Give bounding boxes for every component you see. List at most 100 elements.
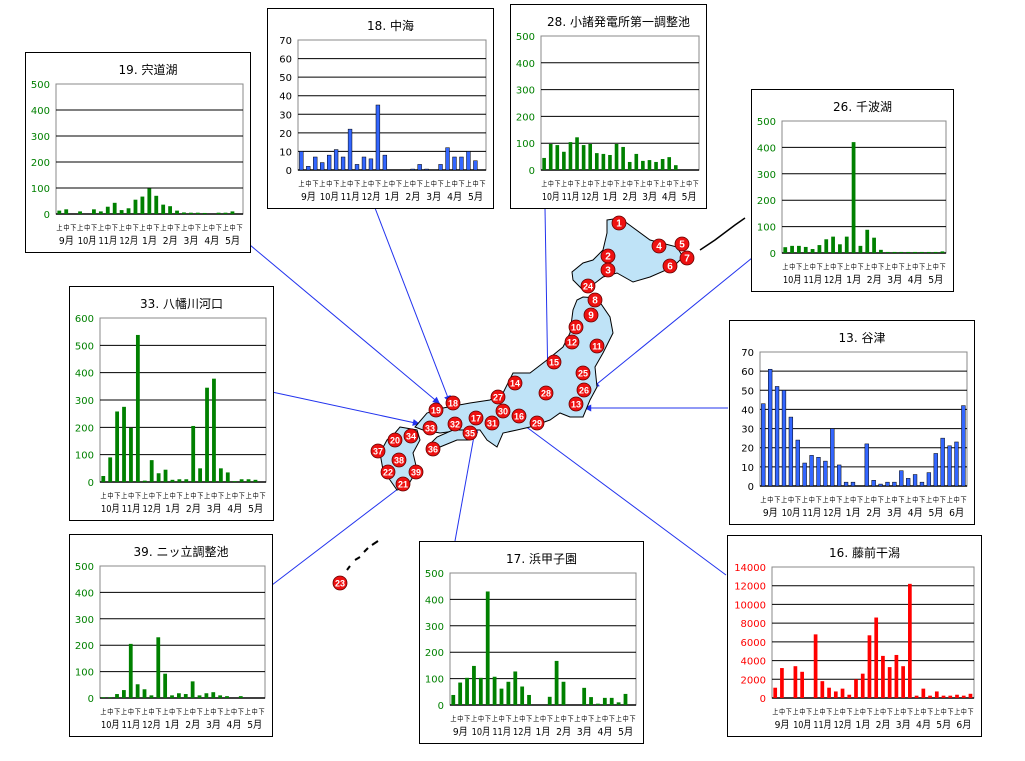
dekad-label: 上: [864, 495, 870, 504]
bar: [773, 687, 778, 698]
month-label: 10月: [472, 726, 491, 738]
site-marker: 8: [587, 292, 603, 308]
dekad-label: 下: [153, 224, 159, 232]
marker-label: 30: [498, 407, 508, 417]
dekad-label: 中: [961, 707, 967, 716]
bar: [667, 157, 672, 170]
y-tick-label: 600: [75, 314, 94, 325]
chart-svg: 17. 浜甲子園0100200300400500上中下上中下上中下上中下上中下上…: [425, 552, 637, 738]
dekad-label: 中: [892, 495, 898, 504]
y-tick-label: 0: [748, 482, 754, 493]
bar: [122, 690, 126, 698]
month-label: 1月: [603, 191, 618, 203]
bar: [115, 411, 120, 482]
bar: [554, 660, 559, 705]
chart-title: 33. 八幡川河口: [140, 296, 223, 311]
bar: [948, 695, 953, 698]
marker-dot: [447, 416, 463, 432]
bar: [555, 145, 560, 170]
marker-dot: [380, 464, 396, 480]
bar: [499, 688, 504, 705]
bar: [156, 637, 161, 698]
dekad-label: 下: [634, 180, 640, 188]
dekad-label: 下: [114, 708, 120, 716]
dekad-label: 上: [823, 495, 829, 504]
bar: [634, 153, 639, 170]
month-label: 1月: [142, 235, 157, 247]
marker-dot: [611, 215, 627, 231]
dekad-label: 下: [574, 180, 580, 188]
month-label: 11月: [122, 719, 141, 731]
bar: [506, 681, 511, 705]
month-label: 3月: [207, 503, 222, 515]
y-tick-label: 50: [279, 73, 292, 84]
island-ryukyu: [354, 556, 361, 561]
bar: [239, 479, 244, 482]
dekad-label: 上: [183, 491, 189, 500]
bar: [126, 208, 131, 214]
y-tick-label: 500: [425, 569, 444, 580]
month-label: 11月: [341, 191, 360, 203]
bar: [161, 204, 166, 214]
month-label: 3月: [887, 507, 902, 519]
plot-frame: [540, 35, 700, 171]
marker-dot: [462, 425, 478, 441]
dekad-label: 下: [479, 180, 485, 188]
marker-label: 20: [390, 436, 400, 446]
dekad-label: 上: [680, 179, 686, 188]
bar: [809, 455, 814, 487]
chart-svg: 39. ニッ立調整池0100200300400500上中下上中下上中下上中下上中…: [75, 544, 266, 731]
y-tick-label: 2000: [741, 675, 766, 686]
dekad-label: 上: [492, 714, 498, 723]
bar: [824, 239, 829, 253]
bar: [424, 168, 429, 171]
y-tick-label: 200: [31, 158, 50, 169]
marker-dot: [538, 385, 554, 401]
dekad-label: 上: [574, 714, 580, 723]
bar: [163, 469, 168, 482]
y-tick-label: 0: [286, 166, 292, 177]
y-tick-label: 10: [741, 463, 754, 474]
dekad-label: 中: [581, 714, 587, 723]
bar: [850, 481, 856, 487]
bar: [368, 158, 374, 171]
marker-dot: [587, 292, 603, 308]
bar: [602, 697, 607, 705]
dekad-label: 下: [197, 492, 203, 500]
dekad-label: 中: [170, 491, 176, 500]
dekad-label: 上: [843, 495, 849, 504]
plot-frame: [781, 120, 947, 254]
chart-senbako: 26. 千波湖 0 100 200 300 400 500 上中下上中下上中下上中下上中下上中…: [751, 89, 954, 292]
dekad-label: 上: [873, 707, 879, 716]
y-tick-label: 20: [741, 444, 754, 455]
dekad-label: 上: [601, 179, 607, 188]
bar: [198, 468, 203, 482]
marker-label: 33: [425, 424, 435, 434]
marker-label: 23: [335, 579, 345, 589]
dekad-label: 下: [947, 708, 953, 716]
bar: [78, 211, 82, 214]
bar: [906, 478, 911, 487]
dekad-label: 下: [968, 708, 974, 716]
dekad-label: 中: [347, 179, 353, 188]
dekad-label: 下: [858, 263, 864, 271]
dekad-label: 中: [880, 707, 886, 716]
y-tick-label: 70: [741, 348, 754, 359]
bar: [609, 697, 614, 705]
dekad-label: 下: [940, 263, 946, 271]
bar: [115, 694, 119, 698]
dekad-label: 下: [568, 715, 574, 723]
bar: [901, 666, 905, 698]
bar: [361, 156, 367, 171]
bar: [459, 156, 464, 171]
dekad-label: 下: [898, 496, 904, 504]
dekad-label: 下: [795, 496, 801, 504]
dekad-label: 上: [98, 223, 104, 232]
dekad-label: 中: [210, 707, 216, 716]
bar: [892, 251, 897, 253]
bar: [466, 151, 471, 171]
bar: [934, 691, 939, 698]
bar: [64, 209, 69, 214]
y-tick-label: 10000: [734, 600, 766, 611]
month-label: 4月: [227, 503, 242, 515]
